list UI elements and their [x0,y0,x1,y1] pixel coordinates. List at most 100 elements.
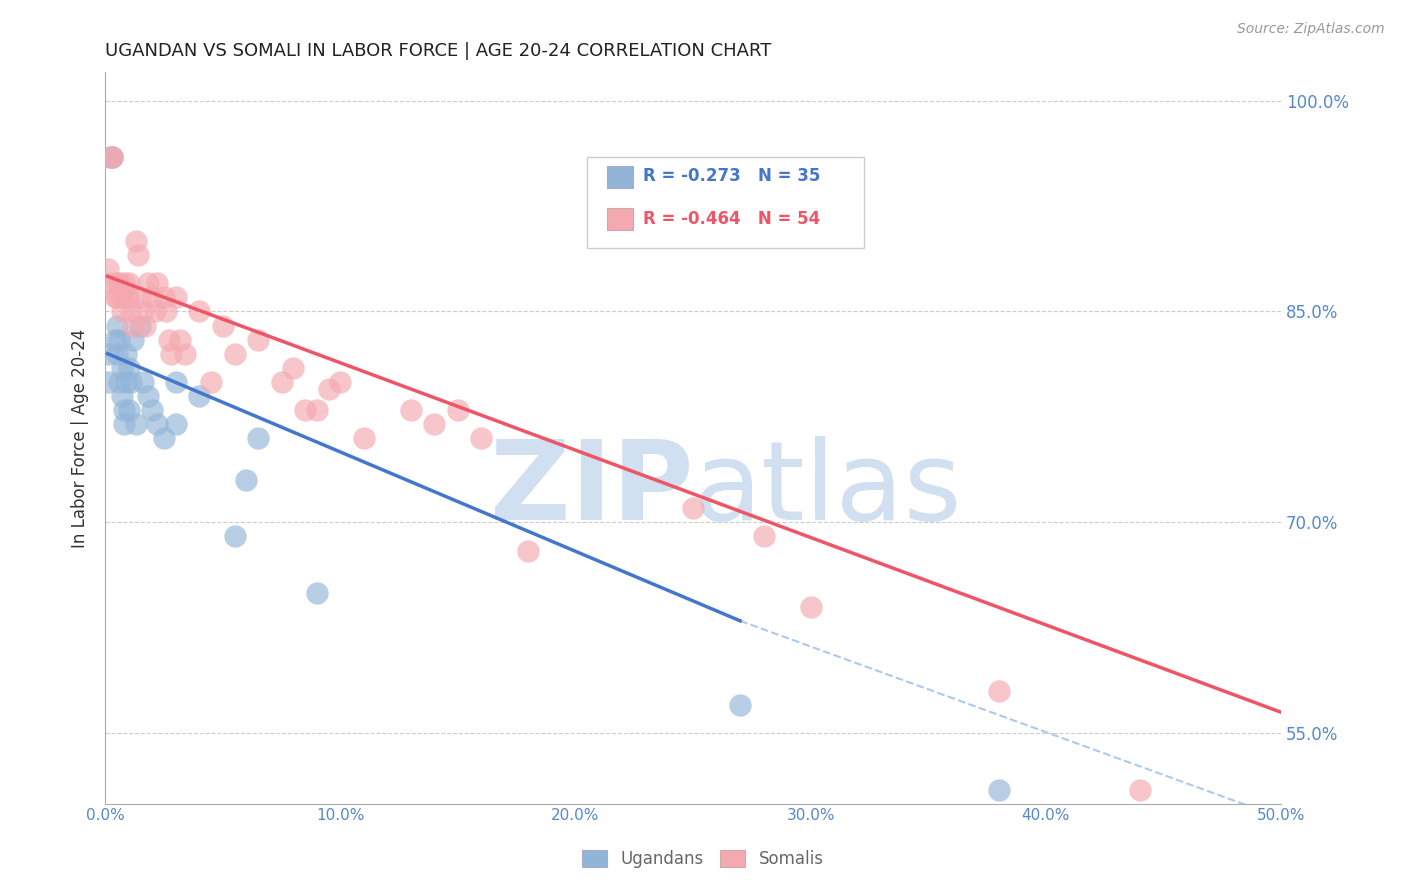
Point [157,333,180,347]
Point [305,585,328,599]
Point [134,318,156,333]
Point [329,375,352,389]
Point [122,333,145,347]
Point [125,417,148,431]
Point [115,346,138,360]
Point [115,290,138,304]
Point [105,318,128,333]
Point [132,304,155,318]
Point [118,360,141,375]
Text: UGANDAN VS SOMALI IN LABOR FORCE | AGE 20-24 CORRELATION CHART: UGANDAN VS SOMALI IN LABOR FORCE | AGE 2… [105,42,772,60]
Point [211,318,233,333]
Point [153,431,176,445]
Text: R = -0.273   N = 35: R = -0.273 N = 35 [643,168,820,186]
Point [305,403,328,417]
Point [129,290,152,304]
Point [188,389,211,403]
Point [987,684,1010,698]
Point [105,290,128,304]
Point [127,248,149,262]
Point [97,262,120,277]
Point [224,529,246,543]
Text: Source: ZipAtlas.com: Source: ZipAtlas.com [1237,22,1385,37]
Point [247,333,270,347]
Point [270,375,292,389]
Point [129,318,152,333]
Point [122,318,145,333]
Point [247,431,270,445]
Point [160,346,183,360]
Point [728,698,751,713]
Y-axis label: In Labor Force | Age 20-24: In Labor Force | Age 20-24 [72,328,89,548]
Point [136,277,159,291]
Point [143,304,166,318]
Bar [607,208,633,229]
Point [98,150,121,164]
Point [104,290,127,304]
Point [399,403,422,417]
Point [104,333,127,347]
Point [111,304,134,318]
Point [105,346,128,360]
Text: R = -0.464   N = 54: R = -0.464 N = 54 [643,210,820,227]
Point [318,382,340,396]
Point [101,150,124,164]
Point [165,375,187,389]
Point [235,473,257,487]
Text: atlas: atlas [693,435,962,542]
Point [125,234,148,248]
FancyBboxPatch shape [588,156,863,248]
Point [97,375,120,389]
Point [165,290,187,304]
Point [101,150,124,164]
Point [105,277,128,291]
Point [108,333,131,347]
Point [112,417,135,431]
Point [108,375,131,389]
Point [1129,782,1152,797]
Point [470,431,492,445]
Point [97,346,120,360]
Point [141,290,163,304]
Point [120,304,142,318]
Point [200,375,222,389]
Point [153,290,176,304]
Point [118,290,141,304]
Point [353,431,375,445]
Point [112,277,135,291]
Point [112,403,135,417]
Point [111,360,134,375]
Point [294,403,316,417]
Text: ZIP: ZIP [489,435,693,542]
Point [101,150,124,164]
Point [283,360,305,375]
Point [169,333,191,347]
Point [188,304,211,318]
Point [141,403,163,417]
Point [146,277,169,291]
Point [146,417,169,431]
Point [136,389,159,403]
Point [517,543,540,558]
Point [98,277,121,291]
Point [174,346,197,360]
Point [447,403,470,417]
Point [752,529,775,543]
Point [165,417,187,431]
Point [120,375,142,389]
Point [155,304,177,318]
Legend: Ugandans, Somalis: Ugandans, Somalis [575,843,831,875]
Point [108,277,131,291]
Point [111,389,134,403]
Point [224,346,246,360]
Point [800,599,823,614]
Point [987,782,1010,797]
Point [111,290,134,304]
Bar [607,166,633,188]
Point [115,375,138,389]
Point [423,417,446,431]
Point [118,403,141,417]
Point [118,277,141,291]
Point [132,375,155,389]
Point [682,501,704,516]
